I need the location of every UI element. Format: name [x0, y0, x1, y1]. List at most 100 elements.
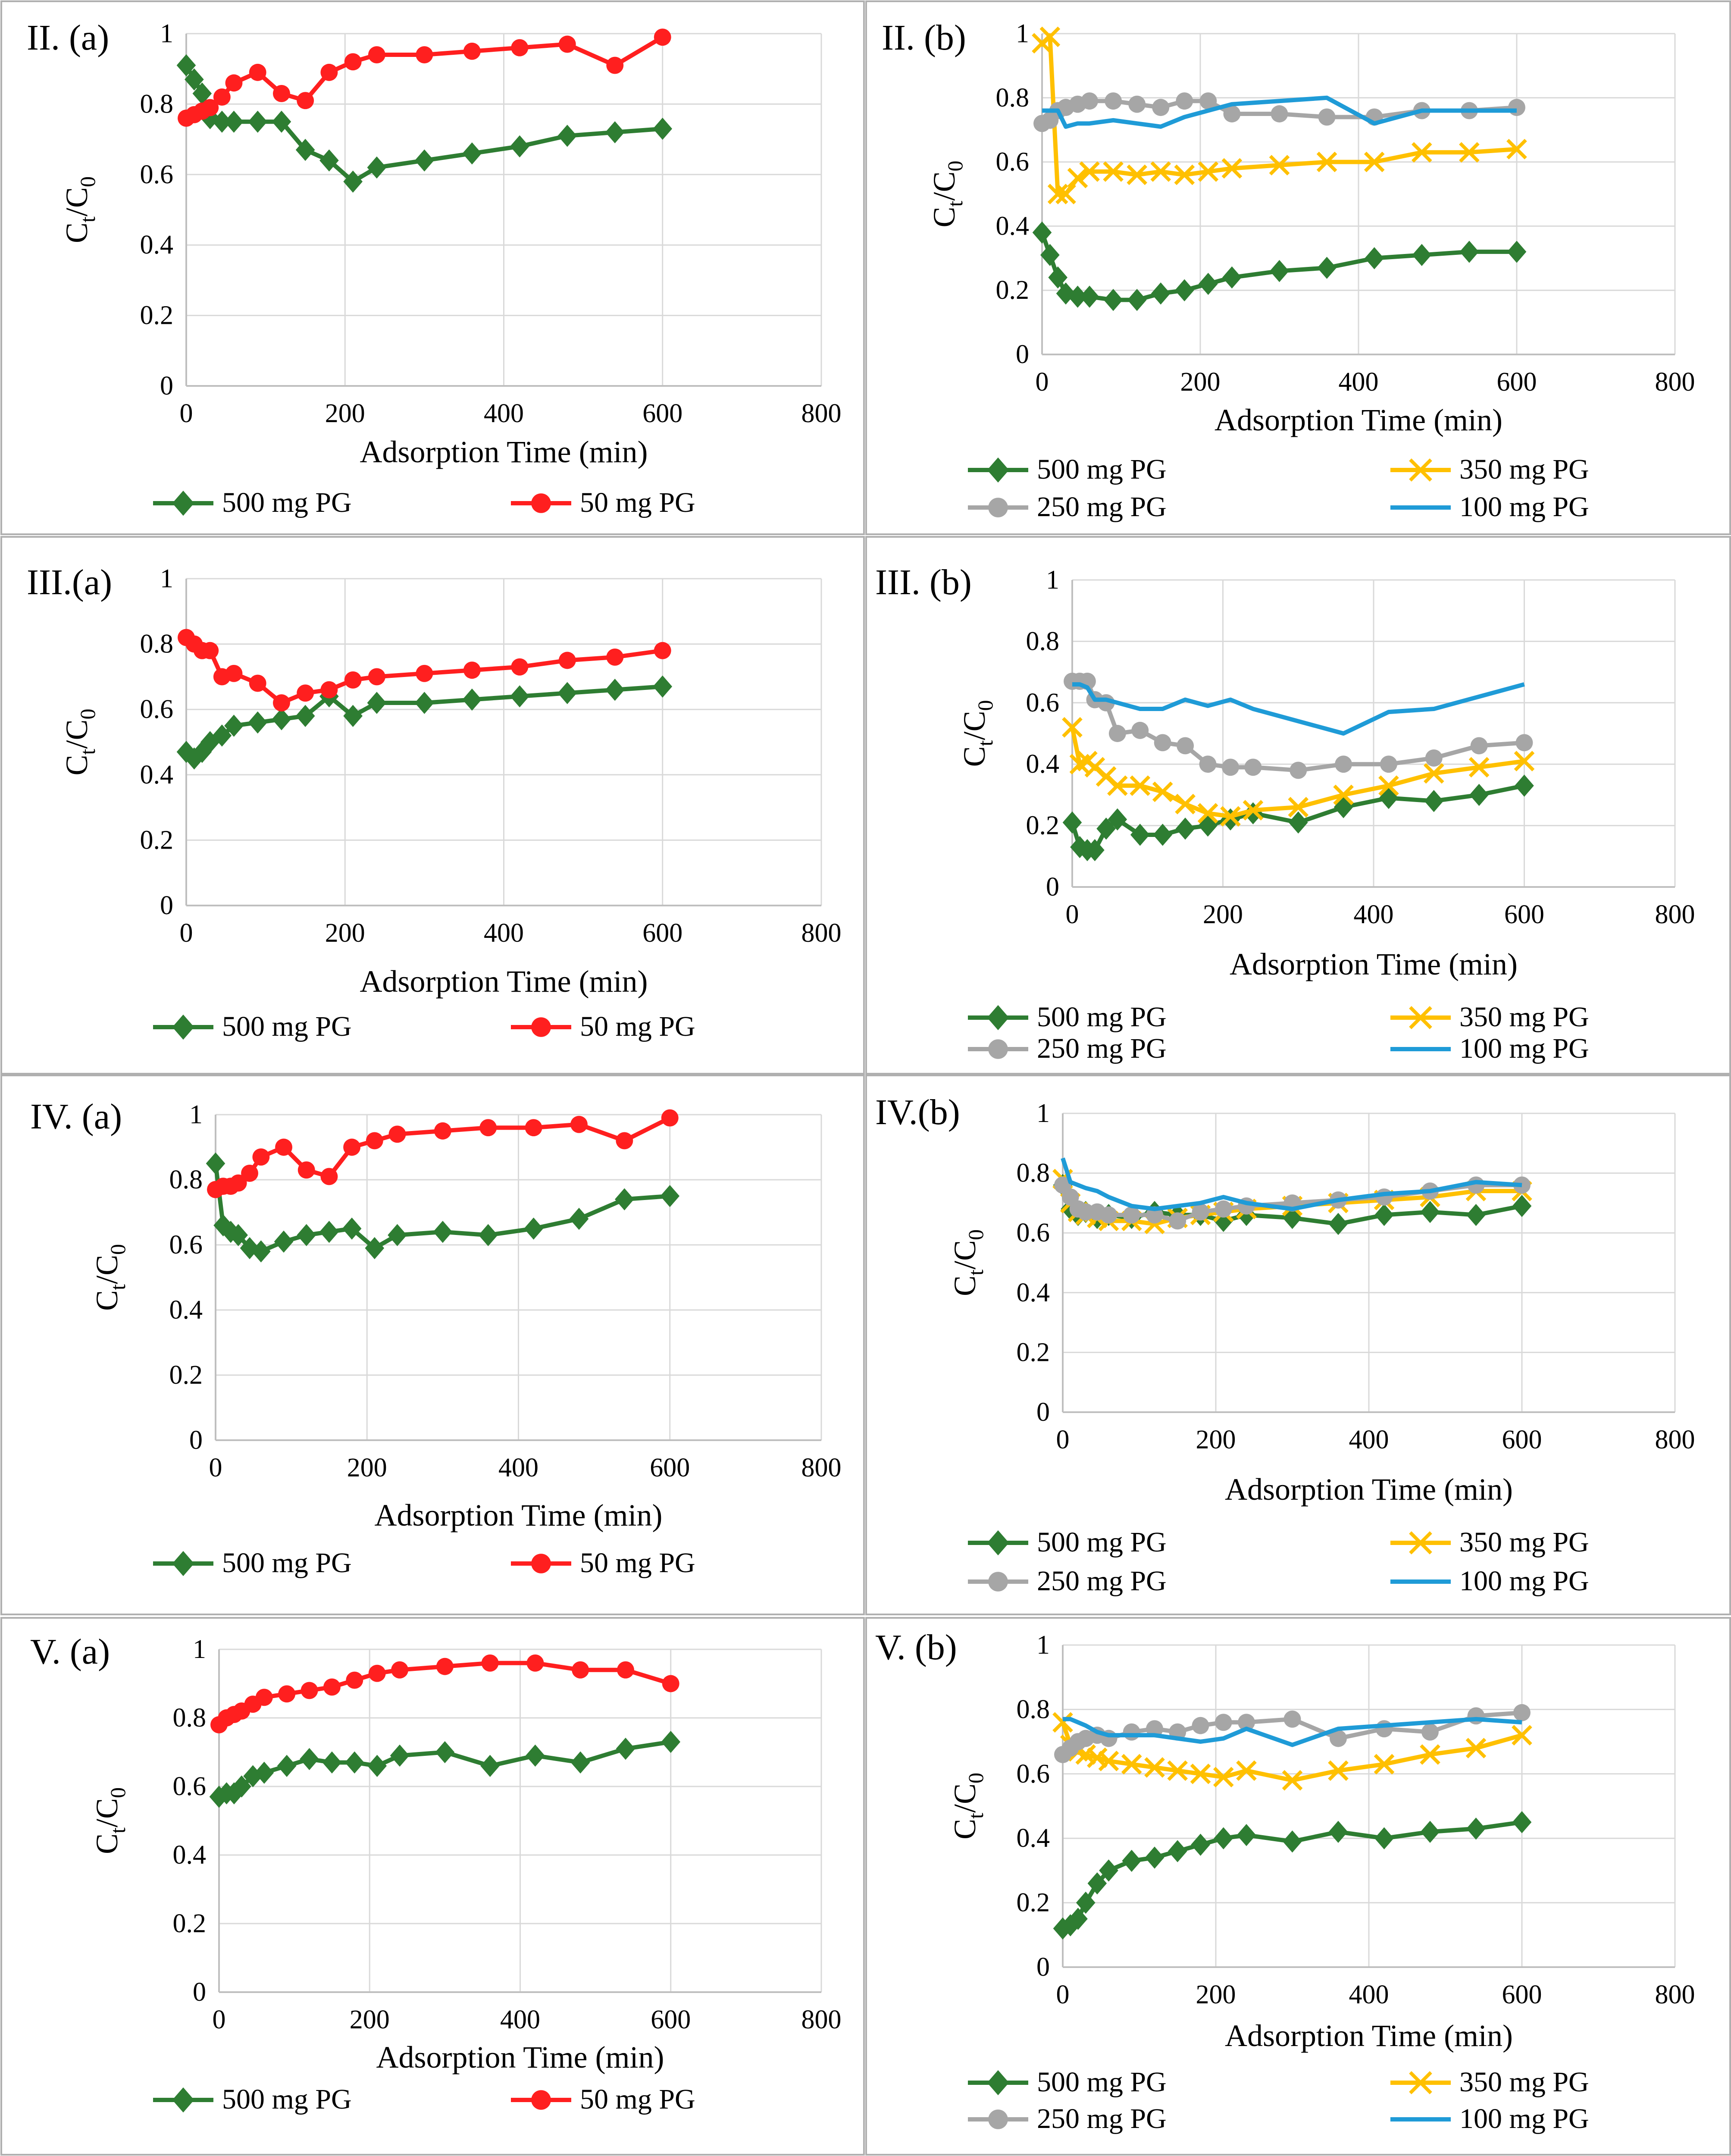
data-point: [1081, 92, 1099, 110]
legend-marker: [172, 490, 194, 516]
panel-border: [0, 536, 865, 1075]
y-tick-label: 0.8: [169, 1165, 203, 1194]
data-point: [1420, 1201, 1440, 1223]
series-500-mg-pg: [1053, 1811, 1532, 1940]
data-point: [480, 1755, 500, 1777]
data-point: [1152, 781, 1173, 802]
y-tick-label: 1: [193, 1635, 206, 1664]
data-point: [570, 1116, 588, 1133]
panel-border: [0, 1075, 865, 1615]
data-point: [1269, 155, 1290, 175]
legend-marker: [172, 1014, 194, 1040]
data-point: [1364, 151, 1385, 172]
data-point: [1288, 797, 1309, 818]
data-point: [1151, 282, 1171, 305]
data-point: [274, 1230, 294, 1253]
data-point: [1512, 1811, 1532, 1833]
data-point: [368, 668, 385, 686]
legend-marker: [1409, 2071, 1432, 2094]
data-point: [1130, 775, 1151, 796]
data-point: [1079, 161, 1100, 182]
series-500-mg-pg: [209, 1730, 681, 1808]
data-point: [367, 692, 387, 714]
series-line: [1072, 682, 1525, 736]
data-point: [433, 1221, 453, 1243]
data-point: [1221, 158, 1243, 179]
series-50-mg-pg: [207, 1109, 679, 1198]
data-point: [300, 1748, 319, 1771]
panel-title: III. (b): [875, 562, 972, 602]
series-500-mg-pg: [1062, 774, 1534, 862]
y-axis-label-part: 0: [106, 1787, 130, 1798]
data-point: [297, 684, 314, 702]
panel-border: [865, 0, 1731, 535]
data-point: [1283, 1206, 1302, 1229]
data-point: [1052, 1712, 1073, 1733]
legend-label: 50 mg PG: [580, 487, 695, 518]
data-point: [1108, 808, 1127, 831]
y-tick-label: 0.2: [996, 276, 1030, 305]
data-point: [343, 1138, 361, 1156]
y-tick-label: 0.4: [1017, 1278, 1050, 1307]
data-point: [249, 63, 266, 81]
data-point: [1222, 266, 1242, 289]
data-point: [1062, 811, 1082, 834]
data-point: [252, 1148, 270, 1166]
x-axis-label: Adsorption Time (min): [376, 2040, 664, 2075]
data-point: [654, 642, 671, 659]
data-point: [1508, 99, 1525, 116]
data-point: [1515, 774, 1534, 797]
data-point: [1421, 1723, 1439, 1741]
data-point: [1047, 184, 1068, 204]
data-point: [1271, 105, 1288, 122]
data-point: [320, 1168, 338, 1185]
data-point: [654, 28, 671, 46]
y-tick-label: 0: [1016, 340, 1029, 369]
y-tick-label: 0.2: [1017, 1888, 1050, 1918]
y-axis-label-part: 0: [973, 700, 997, 711]
data-point: [367, 156, 387, 179]
data-point: [1068, 1908, 1088, 1930]
data-point: [368, 1664, 386, 1682]
legend-label: 350 mg PG: [1459, 2066, 1589, 2098]
x-axis-label: Adsorption Time (min): [360, 435, 648, 469]
data-point: [241, 1164, 258, 1182]
data-point: [1514, 751, 1535, 771]
y-axis-label-part: /C: [59, 187, 94, 216]
data-point: [1335, 755, 1352, 773]
series-100-mg-pg: [1061, 1157, 1522, 1211]
legend-label: 350 mg PG: [1459, 1526, 1589, 1558]
data-point: [201, 99, 219, 116]
data-point: [1048, 266, 1068, 289]
x-tick-label: 200: [350, 2005, 390, 2034]
data-point: [1333, 784, 1354, 805]
y-axis-label-part: 0: [106, 1244, 130, 1255]
data-point: [434, 1122, 451, 1140]
data-point: [1175, 793, 1196, 815]
chart-panel-iii-a: 0 0.2 0.4 0.6 0.8 1 0 200 400 600 800 III.(a) Adsorp…: [0, 536, 865, 1075]
y-axis-label-part: 0: [964, 1229, 988, 1240]
data-point: [1080, 285, 1099, 308]
y-tick-label: 0.8: [996, 83, 1030, 113]
data-point: [1243, 800, 1264, 821]
data-point: [1375, 1720, 1393, 1738]
x-tick-label: 800: [1655, 1425, 1695, 1454]
data-point: [1040, 244, 1060, 266]
y-tick-label: 0: [1046, 872, 1059, 902]
data-point: [1506, 139, 1527, 160]
x-tick-label: 0: [1056, 1425, 1070, 1454]
x-tick-label: 800: [801, 2005, 842, 2034]
data-point: [1316, 151, 1337, 172]
data-point: [1122, 1849, 1142, 1872]
data-point: [1197, 803, 1218, 824]
data-point: [297, 1224, 316, 1247]
legend-label: 350 mg PG: [1459, 1001, 1589, 1033]
panel-border: [865, 536, 1731, 1075]
data-point: [1146, 1206, 1163, 1224]
data-point: [213, 88, 231, 106]
data-point: [1168, 1840, 1187, 1862]
y-tick-label: 0.2: [1017, 1338, 1050, 1367]
data-point: [1328, 1760, 1349, 1781]
y-tick-label: 0.6: [140, 160, 174, 189]
y-tick-label: 1: [1016, 19, 1029, 48]
